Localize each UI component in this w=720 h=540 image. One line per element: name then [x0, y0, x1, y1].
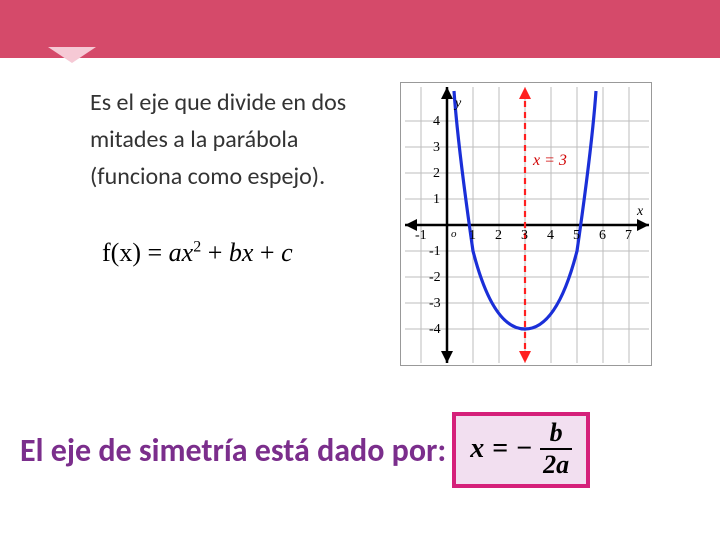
parabola-graph: y x o 4 3 2 1 -1 -2 -3 -4 -1 1 2 3 [400, 82, 652, 366]
formula-a: a [169, 238, 182, 267]
symmetry-line-label: x = 3 [532, 152, 567, 169]
svg-text:4: 4 [547, 228, 554, 243]
svg-text:-4: -4 [429, 322, 441, 337]
svg-text:2: 2 [433, 166, 440, 181]
formula-sq: 2 [193, 238, 201, 255]
svg-text:1: 1 [469, 228, 476, 243]
x-axis-label: x [636, 204, 644, 219]
formula-eq: = [147, 238, 162, 267]
svg-text:4: 4 [433, 114, 440, 129]
symmetry-formula-box: x = − b 2a [452, 412, 590, 488]
svg-text:3: 3 [433, 140, 440, 155]
y-axis-label: y [453, 96, 462, 111]
formula-plus1: + [208, 238, 223, 267]
svg-text:3: 3 [521, 228, 528, 243]
sym-neg: − [516, 433, 532, 465]
svg-text:2: 2 [495, 228, 502, 243]
sym-den: 2a [540, 452, 572, 478]
sym-fraction: b 2a [540, 420, 572, 478]
svg-text:6: 6 [599, 228, 606, 243]
svg-text:1: 1 [433, 192, 440, 207]
origin-label: o [451, 228, 457, 240]
content-row: Es el eje que divide en dos mitades a la… [90, 82, 684, 366]
svg-text:7: 7 [625, 228, 632, 243]
formula-lhs: f(x) [102, 238, 141, 267]
svg-text:-1: -1 [415, 228, 427, 243]
symmetry-row: El eje de simetría está dado por: x = − … [20, 412, 590, 488]
graph-svg: y x o 4 3 2 1 -1 -2 -3 -4 -1 1 2 3 [405, 87, 649, 363]
sym-num: b [547, 420, 566, 446]
header-bar [0, 0, 720, 58]
formula-x: x [182, 238, 194, 267]
svg-text:-2: -2 [429, 270, 441, 285]
formula-bx: bx [229, 238, 254, 267]
description-text: Es el eje que divide en dos mitades a la… [90, 82, 370, 196]
header-notch [48, 47, 96, 63]
sym-eq: = [492, 433, 508, 465]
svg-text:5: 5 [573, 228, 580, 243]
formula-plus2: + [260, 238, 275, 267]
left-column: Es el eje que divide en dos mitades a la… [90, 82, 370, 366]
formula-c: c [281, 238, 293, 267]
symmetry-text: El eje de simetría está dado por: [20, 431, 446, 470]
svg-text:-3: -3 [429, 296, 441, 311]
svg-text:-1: -1 [429, 244, 441, 259]
slide-content: Es el eje que divide en dos mitades a la… [0, 58, 720, 540]
general-quadratic-formula: f(x) = ax2 + bx + c [102, 238, 370, 268]
sym-lhs: x [470, 433, 484, 465]
